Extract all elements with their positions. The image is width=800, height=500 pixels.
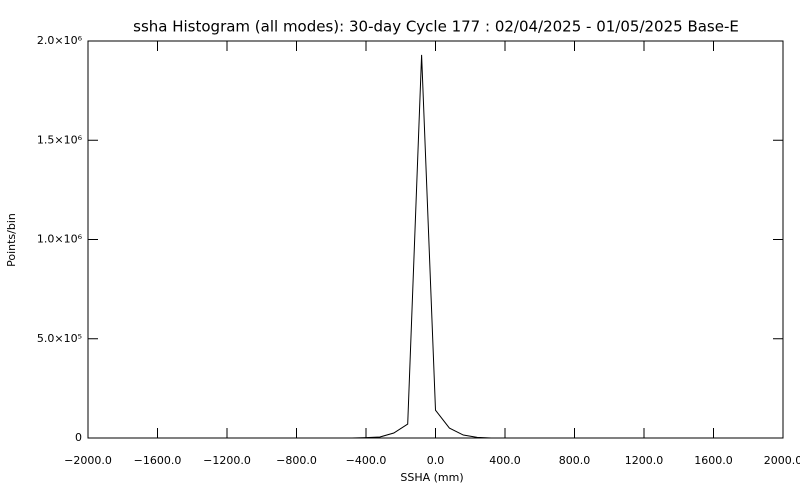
x-tick-label: −800.0 <box>276 454 317 467</box>
histogram-line <box>352 54 492 439</box>
y-tick-label: 0 <box>75 431 82 444</box>
y-tick-label: 1.5×10⁶ <box>37 133 83 146</box>
y-tick-label: 2.0×10⁶ <box>37 34 83 47</box>
x-tick-label: −400.0 <box>346 454 387 467</box>
x-tick-label: −2000.0 <box>64 454 112 467</box>
y-tick-label: 1.0×10⁶ <box>37 233 83 246</box>
y-tick-label: 5.0×10⁵ <box>37 332 82 345</box>
x-tick-label: 2000.0 <box>764 454 800 467</box>
x-tick-label: 1600.0 <box>694 454 733 467</box>
x-tick-label: 400.0 <box>489 454 521 467</box>
y-axis-label: Points/bin <box>5 213 18 267</box>
x-tick-label: 800.0 <box>559 454 591 467</box>
x-tick-label: 1200.0 <box>625 454 664 467</box>
x-tick-label: −1200.0 <box>203 454 251 467</box>
x-tick-label: 0.0 <box>427 454 445 467</box>
chart-title: ssha Histogram (all modes): 30-day Cycle… <box>133 18 739 36</box>
x-axis-label: SSHA (mm) <box>400 471 463 484</box>
x-tick-label: −1600.0 <box>134 454 182 467</box>
